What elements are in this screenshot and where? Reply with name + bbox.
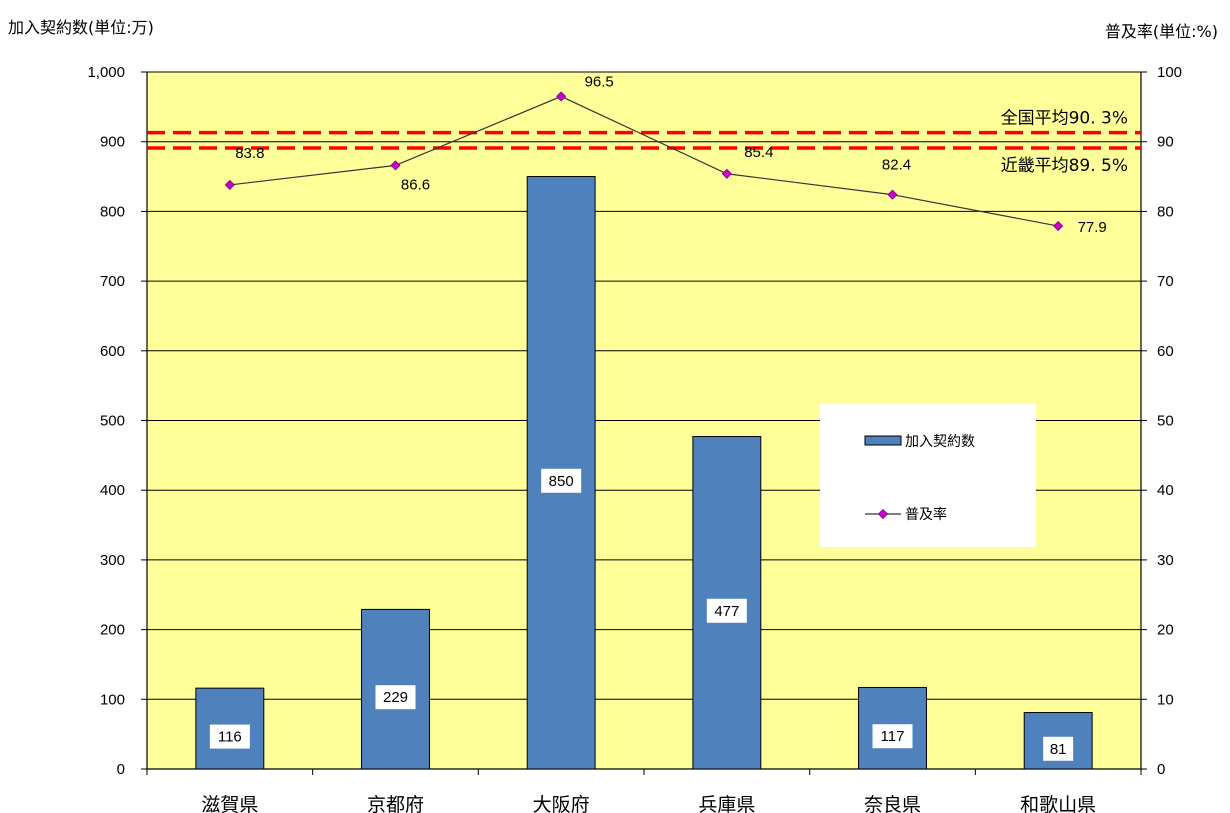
left-axis-title: 加入契約数(単位:万) — [8, 18, 154, 37]
right-tick-label: 80 — [1157, 203, 1174, 220]
right-axis-title: 普及率(単位:%) — [1104, 22, 1218, 41]
legend-label-bars: 加入契約数 — [905, 434, 975, 450]
reference-label-national: 全国平均90. 3% — [1001, 109, 1128, 129]
left-tick-label: 400 — [100, 482, 125, 499]
x-category-label: 和歌山県 — [1020, 794, 1096, 813]
left-tick-label: 700 — [100, 273, 125, 290]
line-value-label: 82.4 — [882, 157, 911, 174]
bar-value-label: 229 — [383, 689, 408, 706]
bar-value-label: 81 — [1050, 741, 1067, 758]
line-series-path — [229, 95, 1059, 227]
right-tick-label: 40 — [1157, 482, 1174, 499]
bar-value-label: 850 — [549, 473, 574, 490]
bar-label-box — [706, 598, 747, 623]
right-tick-label: 90 — [1157, 134, 1174, 151]
line-value-label: 83.8 — [235, 145, 264, 162]
right-tick-label: 60 — [1157, 343, 1174, 360]
legend-label-line: 普及率 — [905, 506, 947, 523]
left-tick-label: 200 — [100, 622, 125, 639]
right-tick-label: 20 — [1157, 622, 1174, 639]
x-category-label: 京都府 — [367, 794, 424, 813]
legend-bar-swatch — [864, 435, 902, 446]
line-value-label: 96.5 — [585, 73, 614, 90]
bar-label-box — [541, 468, 582, 493]
right-tick-label: 100 — [1157, 64, 1182, 81]
x-category-label: 奈良県 — [864, 794, 921, 813]
left-tick-label: 100 — [100, 691, 125, 708]
left-tick-label: 1,000 — [87, 64, 125, 81]
bar-label-box — [1043, 736, 1074, 761]
line-point-marker — [556, 91, 567, 102]
line-value-label: 86.6 — [401, 176, 430, 193]
bar-label-box — [375, 685, 416, 710]
left-tick-label: 900 — [100, 134, 125, 151]
right-tick-label: 0 — [1157, 761, 1165, 778]
left-tick-label: 800 — [100, 203, 125, 220]
x-category-label: 大阪府 — [533, 794, 590, 813]
left-tick-label: 600 — [100, 343, 125, 360]
left-tick-label: 300 — [100, 552, 125, 569]
bar-value-label: 477 — [714, 603, 739, 620]
right-tick-label: 70 — [1157, 273, 1174, 290]
right-tick-label: 30 — [1157, 552, 1174, 569]
line-point-marker — [224, 179, 235, 190]
legend-box — [820, 404, 1036, 547]
bar-value-label: 116 — [218, 729, 242, 746]
x-category-label: 滋賀県 — [201, 794, 258, 813]
bar-value-label: 117 — [881, 728, 905, 745]
line-point-marker — [721, 168, 732, 179]
legend-line-marker — [877, 508, 889, 520]
left-tick-label: 0 — [117, 761, 125, 778]
reference-label-kinki: 近畿平均89. 5% — [1001, 156, 1128, 176]
line-value-label: 77.9 — [1078, 219, 1107, 236]
left-tick-label: 500 — [100, 413, 125, 430]
line-value-label: 85.4 — [744, 144, 773, 161]
line-point-marker — [390, 160, 401, 171]
right-tick-label: 50 — [1157, 413, 1174, 430]
bar-label-box — [209, 724, 250, 749]
bar-label-box — [872, 724, 913, 749]
line-point-marker — [1053, 220, 1064, 232]
line-point-marker — [887, 189, 898, 200]
right-tick-label: 10 — [1157, 691, 1174, 708]
x-category-label: 兵庫県 — [698, 794, 755, 813]
